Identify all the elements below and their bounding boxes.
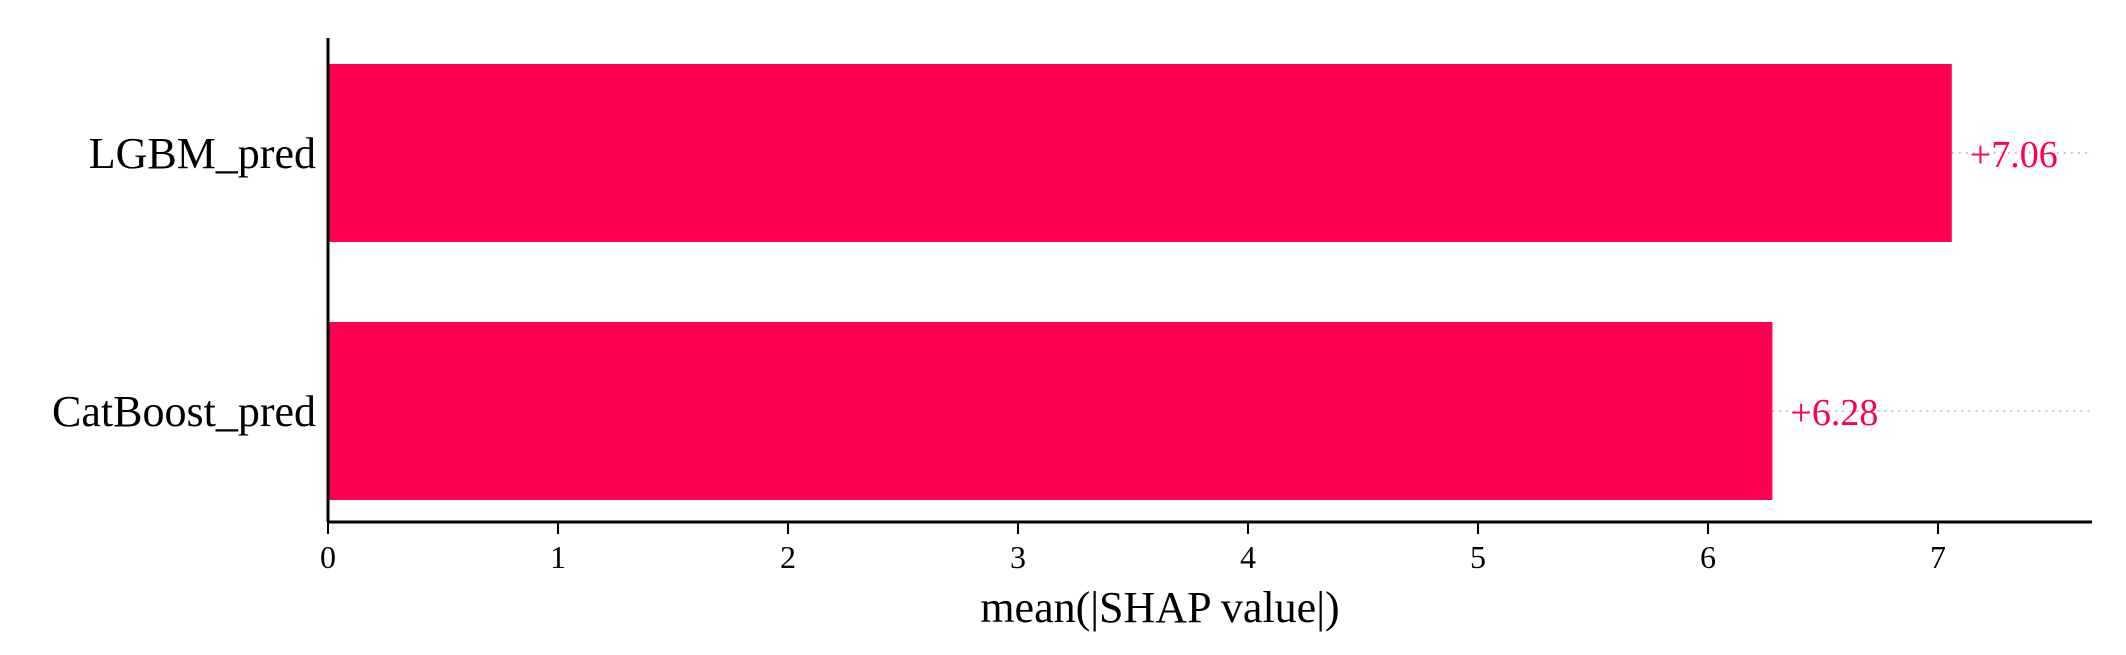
bar-catboost-pred bbox=[328, 322, 1773, 500]
x-tick-label-7: 7 bbox=[1930, 539, 1946, 575]
y-tick-label-lgbm-pred: LGBM_pred bbox=[89, 129, 316, 178]
x-axis-label: mean(|SHAP value|) bbox=[980, 583, 1339, 632]
data-label-catboost-pred: +6.28 bbox=[1790, 392, 1878, 434]
value-guide-lines bbox=[1772, 152, 2092, 412]
x-tick-label-5: 5 bbox=[1470, 539, 1486, 575]
data-label-lgbm-pred: +7.06 bbox=[1970, 134, 2058, 176]
y-tick-label-catboost-pred: CatBoost_pred bbox=[52, 387, 316, 436]
x-tick-label-2: 2 bbox=[780, 539, 796, 575]
bars-group bbox=[328, 64, 1952, 500]
bar-lgbm-pred bbox=[328, 64, 1952, 242]
x-tick-label-4: 4 bbox=[1240, 539, 1256, 575]
x-ticks: 0 1 2 3 4 5 6 7 bbox=[320, 522, 1946, 575]
x-tick-label-3: 3 bbox=[1010, 539, 1026, 575]
y-tick-labels: LGBM_pred CatBoost_pred bbox=[52, 129, 316, 436]
x-tick-label-1: 1 bbox=[550, 539, 566, 575]
x-tick-label-0: 0 bbox=[320, 539, 336, 575]
data-labels: +7.06 +6.28 bbox=[1790, 134, 2057, 434]
x-tick-label-6: 6 bbox=[1700, 539, 1716, 575]
